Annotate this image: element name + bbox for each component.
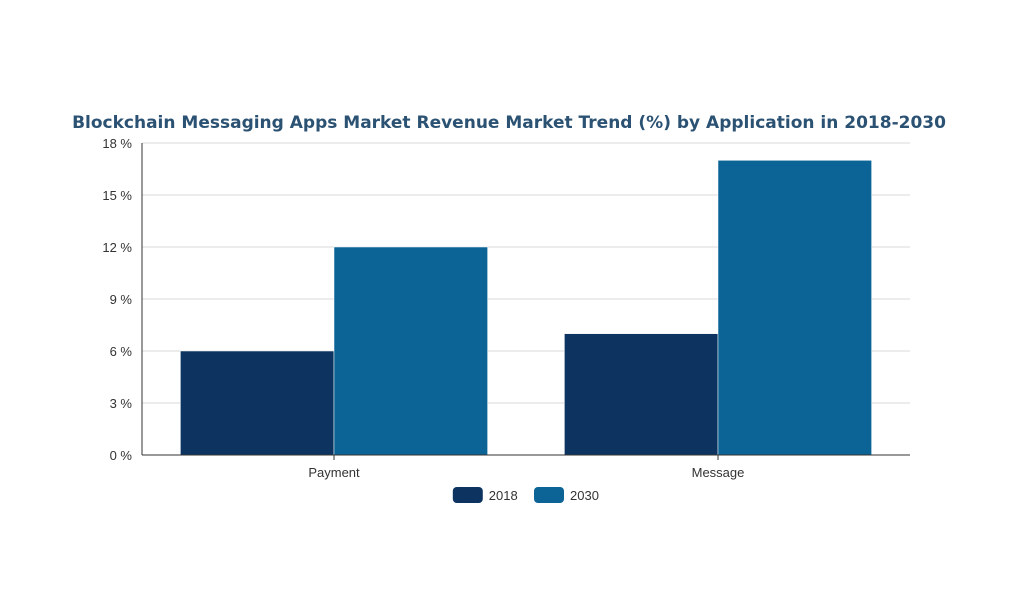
- y-tick-label: 15 %: [102, 188, 132, 203]
- x-category-label: Message: [692, 465, 745, 480]
- bar-2018-payment: [180, 350, 335, 456]
- bar-2030-message: [717, 160, 872, 456]
- legend: 2018 2030: [452, 487, 599, 503]
- y-tick-label: 3 %: [110, 396, 133, 411]
- legend-swatch-2030: [534, 487, 564, 503]
- chart-title: Blockchain Messaging Apps Market Revenue…: [72, 113, 946, 133]
- legend-swatch-2018: [452, 487, 483, 503]
- bar-2030-payment: [333, 246, 488, 456]
- legend-label-2018: 2018: [489, 488, 518, 503]
- x-category-label: Payment: [308, 465, 360, 480]
- y-tick-label: 6 %: [110, 344, 133, 359]
- y-tick-label: 12 %: [102, 240, 132, 255]
- axes: 0 % 3 % 6 % 9 % 12 % 15 % 18 % Payment Message: [102, 136, 910, 480]
- legend-label-2030: 2030: [570, 488, 599, 503]
- bars: [180, 160, 872, 456]
- y-tick-label: 18 %: [102, 136, 132, 151]
- y-tick-label: 9 %: [110, 292, 133, 307]
- y-tick-label: 0 %: [110, 448, 133, 463]
- bar-2018-message: [564, 333, 719, 456]
